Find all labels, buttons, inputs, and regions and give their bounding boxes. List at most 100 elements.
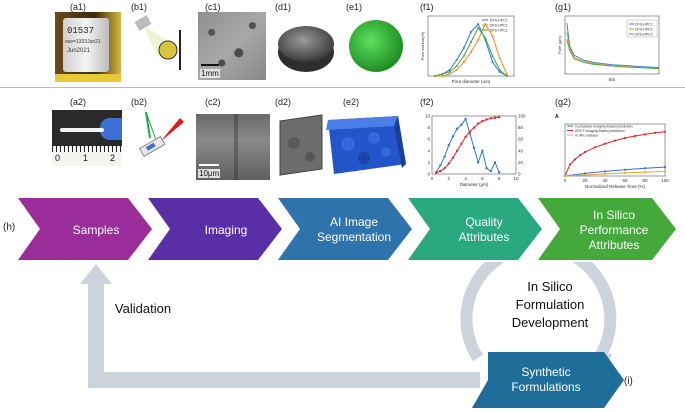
fiber-photo: 0 1 2 [52,110,122,166]
chevron-ai-segmentation [278,198,412,260]
g2-panel-letter: A [555,114,559,120]
f2-point [460,142,463,146]
f2-point [493,161,497,164]
label-h: (h) [3,222,16,233]
f1-point [470,31,472,33]
volume-render-d2 [279,114,323,176]
f2-point [493,116,497,119]
f1-point [448,73,451,75]
g2-xtick: 80 [642,178,648,183]
g1-legend-entry: DFS-HPC2 [635,28,653,32]
isp-line3: Attributes [588,237,640,252]
f2-ytick: 0 [427,172,430,177]
f1-point [477,27,480,29]
f2-point [435,171,438,175]
f2-ytick: 6 [427,137,430,142]
f2-point [481,149,484,152]
f2-point [472,146,476,150]
g2-point [563,174,567,178]
segmented-tablet-e1 [349,20,403,72]
f2-point [439,164,442,167]
in-silico-performance-label: In Silico Performance Attributes [564,198,664,262]
f1-point [491,35,494,37]
in-silico-formulation-label: In Silico Formulation Development [496,278,604,332]
f1-point [455,59,458,61]
validation-arrow [80,264,480,388]
formulation-cycle-arrow [460,262,617,362]
f1-point [498,69,501,71]
g2-legend-entry: Cumulative imaging-based prediction [575,125,633,129]
isf-line1: In Silico [527,279,573,294]
chart-g2: 0 20 40 60 80 100 Normalized Release Time (%) A… [555,114,669,189]
f1-point [477,23,480,25]
segmented-volume-e2 [326,116,406,174]
synthetic-formulations-label: Synthetic Formulations [498,356,594,404]
f2-point [489,117,492,120]
f2-xtick: 2 [448,176,451,181]
f2-point [477,122,480,125]
g2-point [603,142,607,145]
g2-point [593,146,597,149]
g2-legend-entry: XRCT imaging-based prediction [575,129,625,133]
g1-legend-entry: DFS-HPC3 [635,33,653,37]
workflow-chevrons [18,198,676,260]
g2-point [623,171,627,174]
g2-point [603,172,607,176]
vial-label-line3: Jun2021 [67,48,91,54]
f1-point [470,51,472,53]
g2-point [583,150,587,154]
f2-point [464,117,467,121]
label-a2: (a2) [70,97,87,107]
f2-xlabel: Diameter (μm) [460,182,489,187]
f1-point [470,41,472,43]
f2-point [485,167,488,170]
label-e2: (e2) [343,97,360,107]
g2-point [643,133,647,136]
f1-point [455,69,458,71]
f2-y2tick: 0 [518,172,521,177]
label-c2: (c2) [205,97,221,107]
g2-point [663,170,667,173]
g2-point [643,167,647,170]
c2-scale-bar: 10μm [198,169,221,178]
f1-point [448,69,451,71]
g2-xtick: 60 [622,178,628,183]
f2-ytick: 2 [427,160,430,165]
imaging-schematic-1 [134,15,181,70]
synth-line1: Synthetic [521,365,571,379]
label-a1: (a1) [70,2,87,12]
label-f2: (f2) [420,97,434,107]
f1-xlabel: Pore diameter (um) [452,79,491,84]
f2-ytick: 4 [427,148,430,153]
f2-point [439,169,442,173]
f1-legend-entry: DFS-HPC2 [490,24,508,28]
f1-point [434,75,437,77]
row-divider [0,87,685,88]
f1-ylabel: Pore volume(%) [420,31,425,60]
qa-line1: Quality [465,215,503,229]
g2-point [578,154,582,157]
f2-point [447,162,450,165]
g2-xtick: 40 [602,178,608,183]
f1-point [491,61,494,63]
f2-xtick: 6 [481,176,484,181]
chart-f1: Pore diameter (um) Pore volume(%) DFS-HPC1… [420,15,515,84]
vial-label-line1: 01537 [67,26,95,36]
imaging-schematic-2 [138,111,184,158]
f2-y2tick: 80 [518,125,524,130]
label-g1: (g1) [555,2,572,12]
g2-point [623,168,627,171]
ruler-num-1: 1 [83,153,89,163]
g1-legend-box [626,19,658,38]
g2-point [583,173,587,177]
f2-point [489,169,492,173]
g2-point [583,172,587,175]
f1-point [462,61,465,63]
label-d2: (d2) [275,97,292,107]
f1-point [498,71,501,73]
f1-legend-entry: DFS-HPC3 [490,29,508,33]
g2-xtick: 0 [564,178,567,183]
label-c1: (c1) [205,2,221,12]
g1-legend-entry: DFS-HPC1 [635,23,653,27]
